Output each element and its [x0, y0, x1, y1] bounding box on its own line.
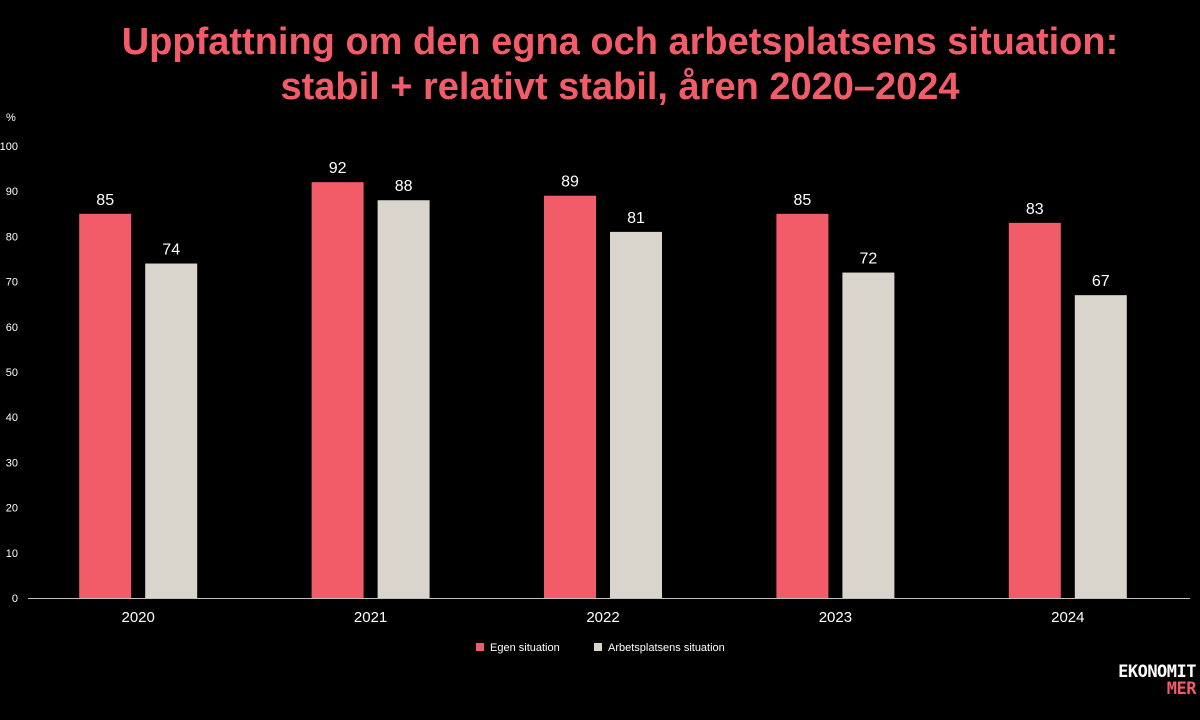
bar [1074, 295, 1127, 598]
legend-label: Egen situation [490, 642, 560, 654]
y-tick-label: 80 [6, 231, 18, 243]
bar-value-label: 81 [627, 210, 645, 227]
chart-title-line-2: stabil + relativt stabil, åren 2020–2024 [280, 66, 960, 108]
x-tick-label: 2022 [586, 609, 619, 626]
y-tick-label: 20 [6, 503, 18, 515]
chart-title: Uppfattning om den egna och arbetsplatse… [40, 20, 1200, 110]
x-tick-label: 2023 [819, 609, 852, 626]
brand-logo-line-2: MER [1166, 679, 1197, 699]
x-tick-label: 2021 [354, 609, 387, 626]
brand-logo-line-1: EKONOMIT [1118, 662, 1196, 682]
bar [311, 182, 364, 598]
y-tick-label: 0 [12, 593, 18, 605]
bar [776, 213, 829, 599]
y-tick-label: 30 [6, 457, 18, 469]
y-tick-label: 60 [6, 322, 18, 334]
bar [79, 213, 132, 599]
y-axis-unit-label: % [6, 112, 16, 124]
bar [1008, 222, 1061, 598]
bar-value-label: 85 [96, 192, 114, 209]
bar-value-label: 67 [1092, 273, 1110, 290]
y-tick-label: 10 [6, 548, 18, 560]
y-tick-label: 50 [6, 367, 18, 379]
bar [544, 195, 596, 598]
x-tick-label: 2020 [122, 609, 155, 626]
bar-value-label: 85 [794, 192, 812, 209]
x-tick-label: 2024 [1051, 609, 1084, 626]
legend-swatch [594, 643, 602, 651]
bar-value-label: 72 [860, 251, 878, 268]
y-tick-label: 40 [6, 412, 18, 424]
bar-value-label: 92 [329, 160, 347, 177]
brand-logo: EKONOMIT MER [1118, 664, 1196, 698]
bar [377, 200, 430, 599]
bar-value-label: 74 [162, 242, 180, 259]
bar-value-label: 88 [395, 178, 413, 195]
y-tick-label: 90 [6, 186, 18, 198]
bar-value-label: 89 [561, 174, 579, 191]
chart-title-line-1: Uppfattning om den egna och arbetsplatse… [121, 21, 1119, 63]
bar [145, 263, 198, 598]
legend-label: Arbetsplatsens situation [608, 642, 725, 654]
y-tick-label: 100 [0, 141, 18, 153]
bar [842, 272, 895, 598]
legend-swatch [476, 643, 484, 651]
y-tick-label: 70 [6, 277, 18, 289]
bar-value-label: 83 [1026, 201, 1044, 218]
bar [610, 231, 662, 598]
